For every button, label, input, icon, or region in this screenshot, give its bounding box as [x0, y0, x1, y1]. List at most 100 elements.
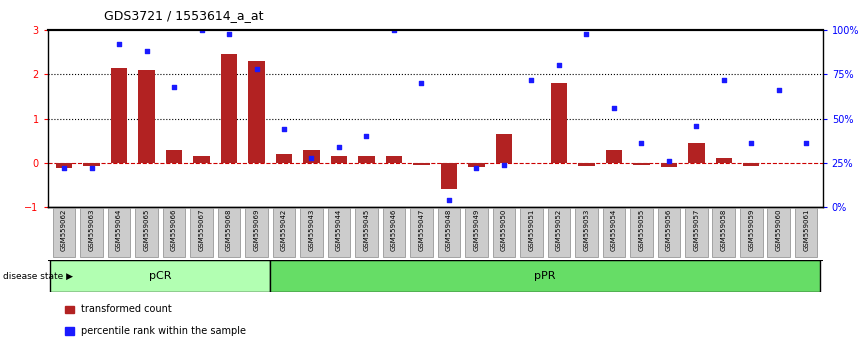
Text: disease state ▶: disease state ▶ [3, 272, 73, 281]
FancyBboxPatch shape [520, 208, 543, 257]
FancyBboxPatch shape [575, 208, 598, 257]
FancyBboxPatch shape [657, 208, 680, 257]
Point [195, 27, 209, 33]
Text: GSM559052: GSM559052 [556, 209, 562, 251]
Point [85, 165, 99, 171]
Point [113, 41, 126, 47]
Text: GSM559063: GSM559063 [88, 209, 94, 251]
Text: GSM559053: GSM559053 [584, 209, 590, 251]
Text: GDS3721 / 1553614_a_at: GDS3721 / 1553614_a_at [104, 9, 263, 22]
Point [57, 165, 71, 171]
Point [607, 105, 621, 111]
Bar [111, 68, 127, 163]
Point [249, 66, 263, 72]
Bar [495, 134, 512, 163]
Text: GSM559050: GSM559050 [501, 209, 507, 251]
Point [662, 158, 675, 164]
Point [772, 87, 785, 93]
Bar [303, 149, 320, 163]
FancyBboxPatch shape [685, 208, 708, 257]
FancyBboxPatch shape [217, 208, 240, 257]
FancyBboxPatch shape [767, 208, 790, 257]
Text: GSM559045: GSM559045 [364, 209, 370, 251]
Point [469, 165, 483, 171]
Text: GSM559058: GSM559058 [721, 209, 727, 251]
Bar [715, 159, 732, 163]
Text: GSM559056: GSM559056 [666, 209, 672, 251]
FancyBboxPatch shape [108, 208, 131, 257]
Bar [441, 163, 457, 189]
FancyBboxPatch shape [437, 208, 460, 257]
Bar [221, 55, 237, 163]
Text: GSM559057: GSM559057 [694, 209, 699, 251]
Bar [270, 260, 820, 292]
Point [277, 126, 291, 132]
FancyBboxPatch shape [327, 208, 350, 257]
Text: GSM559051: GSM559051 [528, 209, 534, 251]
Text: GSM559042: GSM559042 [281, 209, 287, 251]
Text: GSM559047: GSM559047 [418, 209, 424, 251]
Text: GSM559054: GSM559054 [611, 209, 617, 251]
FancyBboxPatch shape [191, 208, 213, 257]
Point [717, 77, 731, 82]
Point [139, 48, 153, 54]
Text: GSM559055: GSM559055 [638, 209, 644, 251]
Text: GSM559061: GSM559061 [803, 209, 809, 251]
Text: pPR: pPR [534, 271, 556, 281]
Point [332, 144, 346, 150]
Text: GSM559062: GSM559062 [61, 209, 68, 251]
Text: GSM559065: GSM559065 [144, 209, 150, 251]
FancyBboxPatch shape [245, 208, 268, 257]
FancyBboxPatch shape [410, 208, 433, 257]
Text: GSM559046: GSM559046 [391, 209, 397, 251]
Text: GSM559059: GSM559059 [748, 209, 754, 251]
Text: GSM559043: GSM559043 [308, 209, 314, 251]
FancyBboxPatch shape [273, 208, 295, 257]
Point [689, 123, 703, 129]
Text: GSM559044: GSM559044 [336, 209, 342, 251]
FancyBboxPatch shape [53, 208, 75, 257]
Point [799, 141, 813, 146]
Bar [413, 163, 430, 165]
Text: transformed count: transformed count [81, 304, 171, 314]
Bar [165, 149, 183, 163]
Bar [469, 163, 485, 167]
Bar [661, 163, 677, 167]
Bar [139, 70, 155, 163]
FancyBboxPatch shape [301, 208, 323, 257]
Bar [551, 83, 567, 163]
FancyBboxPatch shape [713, 208, 735, 257]
Point [167, 84, 181, 90]
Bar [50, 260, 270, 292]
Bar [249, 61, 265, 163]
Point [579, 31, 593, 36]
Text: GSM559069: GSM559069 [254, 209, 260, 251]
Bar [385, 156, 402, 163]
FancyBboxPatch shape [795, 208, 818, 257]
Point [305, 155, 319, 160]
Text: GSM559049: GSM559049 [474, 209, 480, 251]
Point [525, 77, 539, 82]
FancyBboxPatch shape [465, 208, 488, 257]
FancyBboxPatch shape [81, 208, 103, 257]
Bar [83, 163, 100, 166]
Point [387, 27, 401, 33]
FancyBboxPatch shape [493, 208, 515, 257]
Point [222, 31, 236, 36]
Bar [359, 156, 375, 163]
Text: percentile rank within the sample: percentile rank within the sample [81, 326, 246, 336]
Bar [578, 163, 595, 166]
Text: GSM559060: GSM559060 [776, 209, 782, 251]
FancyBboxPatch shape [630, 208, 653, 257]
FancyBboxPatch shape [740, 208, 762, 257]
Text: GSM559068: GSM559068 [226, 209, 232, 251]
Bar [688, 143, 705, 163]
Bar [193, 156, 210, 163]
FancyBboxPatch shape [383, 208, 405, 257]
Point [415, 80, 429, 86]
Point [552, 63, 565, 68]
FancyBboxPatch shape [603, 208, 625, 257]
Text: GSM559066: GSM559066 [171, 209, 177, 251]
Point [442, 197, 456, 203]
Bar [743, 163, 759, 166]
